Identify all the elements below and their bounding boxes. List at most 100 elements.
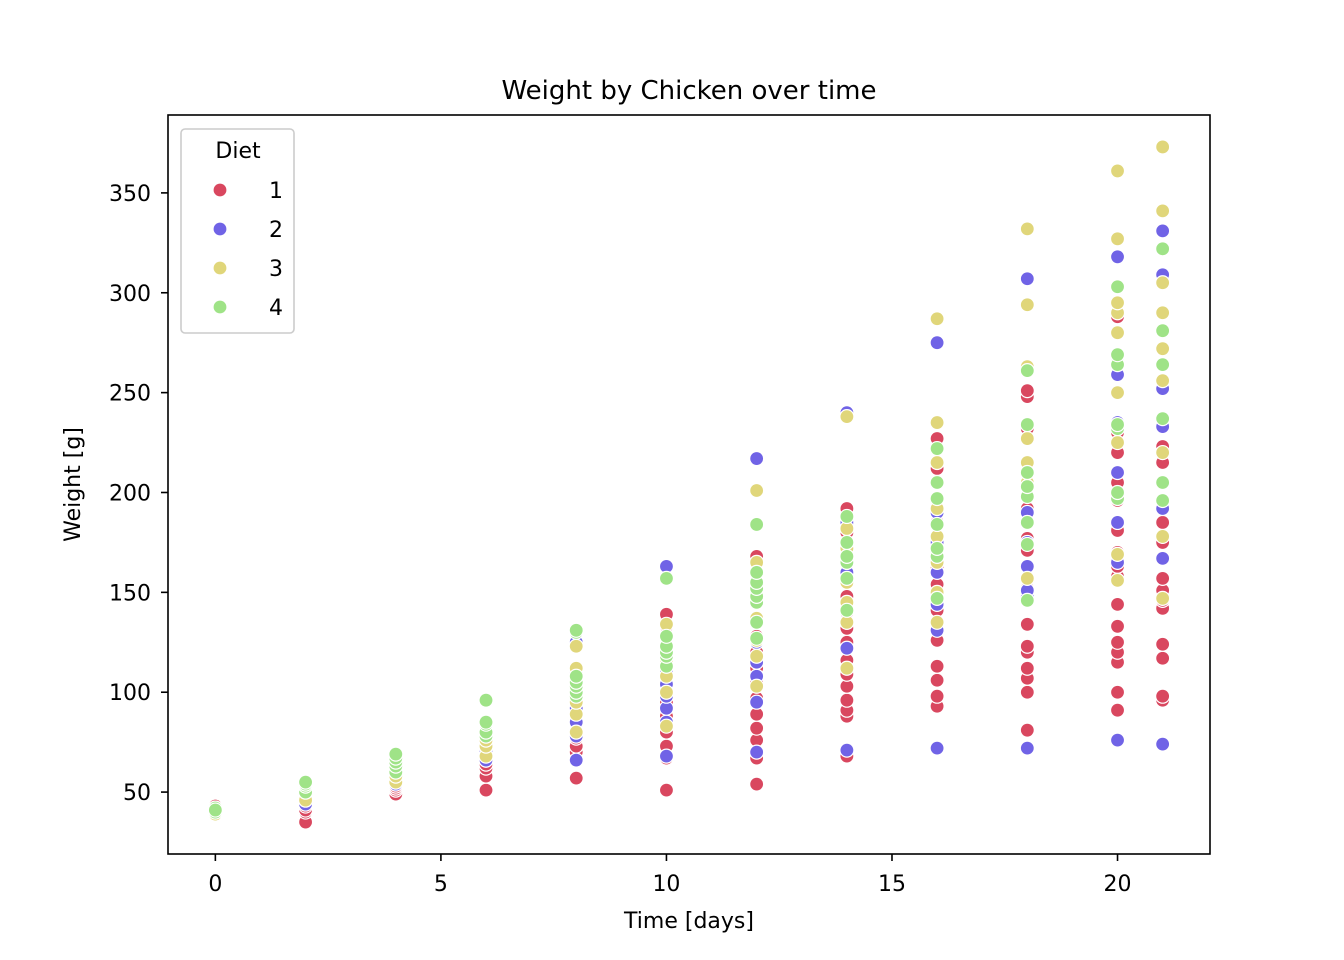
y-tick-label: 250 — [109, 382, 151, 407]
data-point-diet-2 — [1155, 223, 1171, 239]
data-point-diet-2 — [929, 740, 945, 756]
data-point-diet-2 — [929, 335, 945, 351]
data-point-diet-3 — [1019, 221, 1035, 237]
data-point-diet-4 — [1019, 536, 1035, 553]
data-point-diet-4 — [839, 602, 855, 618]
data-point-diet-3 — [929, 414, 945, 431]
data-point-diet-3 — [1019, 430, 1035, 447]
data-point-diet-4 — [568, 668, 584, 684]
data-point-diet-1 — [1109, 634, 1126, 650]
chart-title: Weight by Chicken over time — [501, 76, 876, 106]
x-tick-label: 15 — [878, 872, 906, 897]
data-point-diet-4 — [839, 570, 855, 586]
data-point-diet-2 — [1109, 464, 1126, 481]
data-point-diet-4 — [1155, 323, 1171, 339]
data-point-diet-4 — [1019, 363, 1035, 379]
data-point-diet-4 — [1155, 357, 1171, 373]
legend-entries: 1 2 3 4 — [212, 179, 283, 321]
data-point-diet-2 — [1109, 732, 1126, 748]
data-point-diet-4 — [929, 490, 945, 507]
data-point-diet-4 — [839, 548, 855, 565]
data-point-diet-2 — [1155, 736, 1171, 752]
data-point-diet-1 — [1155, 514, 1171, 531]
data-point-diet-4 — [1109, 279, 1126, 295]
data-point-diet-1 — [839, 692, 855, 708]
data-point-diet-3 — [1109, 572, 1126, 588]
legend-marker-diet-4 — [212, 299, 228, 315]
data-point-diet-4 — [749, 564, 765, 580]
data-point-diet-1 — [1155, 688, 1171, 704]
data-point-diet-3 — [1109, 325, 1126, 341]
data-point-diet-2 — [1109, 514, 1126, 531]
data-point-diet-1 — [929, 672, 945, 688]
x-tick-label: 10 — [652, 872, 680, 897]
data-point-diet-3 — [658, 718, 675, 734]
data-point-diet-4 — [839, 534, 855, 551]
data-point-diet-4 — [658, 628, 675, 644]
data-point-diet-1 — [1109, 596, 1126, 612]
legend-label-diet-1: 1 — [269, 179, 283, 204]
y-axis-title: Weight [g] — [61, 427, 86, 542]
data-point-diet-3 — [1109, 295, 1126, 311]
data-point-diet-1 — [1109, 702, 1126, 718]
data-point-diet-3 — [1155, 341, 1171, 357]
data-point-diet-2 — [749, 744, 765, 760]
data-point-diet-4 — [478, 692, 494, 708]
data-point-diet-4 — [658, 570, 675, 586]
data-point-diet-2 — [1155, 550, 1171, 567]
data-point-diet-4 — [568, 622, 584, 638]
data-point-diet-4 — [1019, 464, 1035, 481]
data-point-diet-3 — [929, 311, 945, 327]
y-tick-label: 100 — [109, 681, 151, 706]
y-axis: 50 100 150 200 250 300 350 — [109, 182, 168, 806]
legend: Diet 1 2 3 4 — [180, 128, 295, 334]
data-point-diet-1 — [929, 688, 945, 704]
data-point-diet-3 — [749, 678, 765, 694]
data-point-diet-1 — [1019, 638, 1035, 654]
data-point-diet-1 — [1019, 383, 1035, 399]
x-axis-title: Time [days] — [623, 909, 754, 934]
data-point-diet-2 — [658, 748, 675, 764]
legend-marker-diet-3 — [212, 260, 228, 276]
data-point-diet-2 — [1019, 271, 1035, 287]
legend-marker-diet-1 — [212, 182, 228, 198]
data-point-diet-1 — [1109, 684, 1126, 700]
data-point-diet-4 — [1019, 478, 1035, 495]
x-tick-label: 20 — [1104, 872, 1132, 897]
data-point-diet-4 — [207, 802, 223, 818]
data-point-diet-3 — [1019, 570, 1035, 586]
data-point-diet-4 — [1019, 592, 1035, 608]
y-tick-label: 150 — [109, 581, 151, 606]
data-point-diet-4 — [749, 630, 765, 646]
data-point-diet-3 — [1155, 590, 1171, 606]
data-point-diet-1 — [749, 776, 765, 792]
data-point-diet-1 — [749, 720, 765, 736]
data-point-diet-3 — [1155, 444, 1171, 461]
data-point-diet-1 — [1155, 636, 1171, 652]
data-point-diet-3 — [1019, 297, 1035, 313]
data-point-diet-3 — [1109, 434, 1126, 451]
data-point-diet-3 — [839, 408, 855, 425]
data-point-diet-1 — [1019, 616, 1035, 632]
x-tick-label: 0 — [208, 872, 222, 897]
data-point-diet-1 — [1019, 722, 1035, 738]
data-point-diet-4 — [1155, 474, 1171, 491]
data-point-diet-4 — [1109, 347, 1126, 363]
data-point-diet-4 — [1155, 241, 1171, 257]
x-tick-label: 5 — [434, 872, 448, 897]
legend-label-diet-2: 2 — [269, 218, 283, 243]
data-point-diet-3 — [1109, 546, 1126, 563]
data-point-diet-2 — [568, 752, 584, 768]
plot-area-frame — [167, 114, 1211, 855]
data-point-diet-1 — [1155, 650, 1171, 666]
data-point-diet-3 — [1109, 231, 1126, 247]
data-point-diet-3 — [749, 648, 765, 664]
data-point-diet-4 — [1155, 492, 1171, 509]
data-point-diet-1 — [1155, 570, 1171, 586]
data-point-diet-4 — [929, 440, 945, 457]
data-point-diet-3 — [1109, 163, 1126, 179]
data-point-diet-1 — [1019, 660, 1035, 676]
data-point-diet-2 — [1109, 249, 1126, 265]
data-point-diet-4 — [929, 540, 945, 557]
points-layer — [207, 139, 1171, 830]
